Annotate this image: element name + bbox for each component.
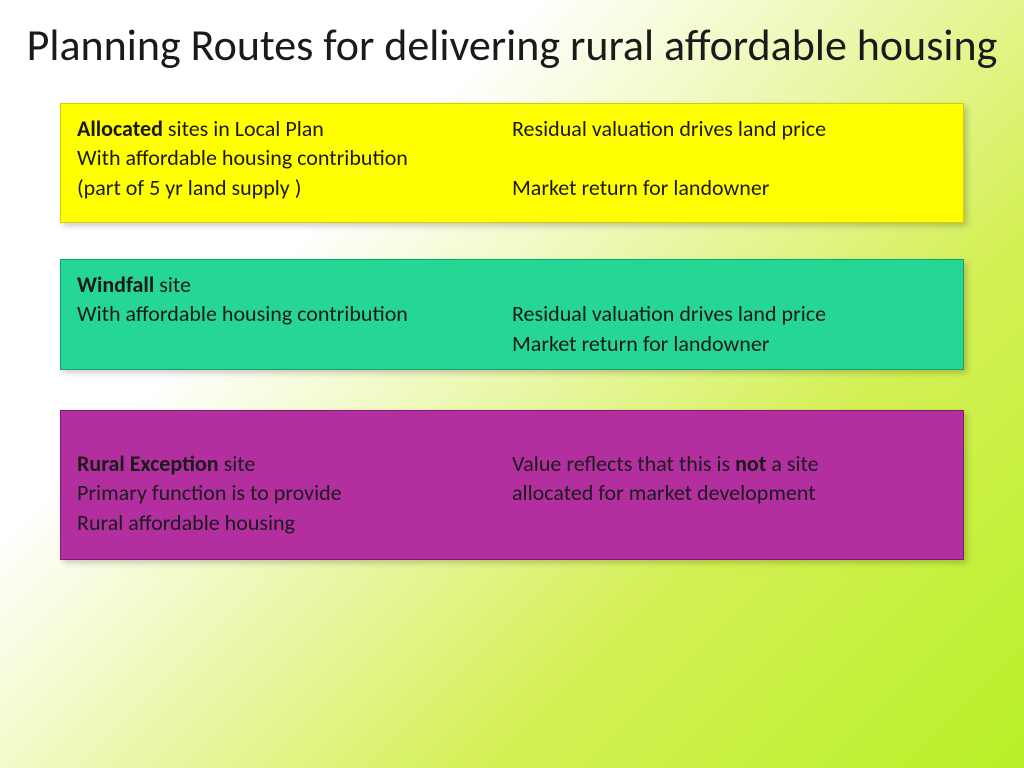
slide-title: Planning Routes for delivering rural aff…	[0, 0, 1024, 71]
windfall-line2: With affordable housing contribution	[77, 299, 512, 329]
windfall-box: Windfall site With affordable housing co…	[60, 259, 964, 370]
allocated-line3: (part of 5 yr land supply )	[77, 173, 512, 203]
allocated-left: Allocated sites in Local Plan With affor…	[77, 114, 512, 212]
exception-line3: Rural affordable housing	[77, 508, 512, 538]
exception-right: Value reflects that this is not a site a…	[512, 449, 947, 549]
windfall-right1: Residual valuation drives land price	[512, 299, 947, 329]
allocated-box: Allocated sites in Local Plan With affor…	[60, 103, 964, 223]
exception-right-pre: Value reflects that this is	[512, 450, 735, 477]
windfall-bold: Windfall	[77, 271, 154, 298]
windfall-right2: Market return for landowner	[512, 329, 947, 359]
exception-line1: Rural Exception site	[77, 449, 512, 479]
exception-right2: allocated for market development	[512, 478, 947, 508]
exception-right-post: a site	[766, 450, 818, 477]
exception-box: Rural Exception site Primary function is…	[60, 410, 964, 560]
exception-right-bold: not	[735, 450, 766, 477]
exception-rest1: site	[219, 450, 256, 477]
windfall-rest1: site	[154, 271, 191, 298]
allocated-bold: Allocated	[77, 115, 163, 142]
exception-left: Rural Exception site Primary function is…	[77, 449, 512, 549]
content-area: Allocated sites in Local Plan With affor…	[0, 103, 1024, 560]
windfall-right: Residual valuation drives land price Mar…	[512, 270, 947, 359]
exception-line2: Primary function is to provide	[77, 478, 512, 508]
allocated-line1: Allocated sites in Local Plan	[77, 114, 512, 144]
allocated-right-spacer	[512, 143, 947, 173]
allocated-rest1: sites in Local Plan	[163, 115, 324, 142]
allocated-line2: With affordable housing contribution	[77, 143, 512, 173]
windfall-right-spacer	[512, 270, 947, 300]
windfall-left: Windfall site With affordable housing co…	[77, 270, 512, 359]
allocated-right1: Residual valuation drives land price	[512, 114, 947, 144]
allocated-right: Residual valuation drives land price Mar…	[512, 114, 947, 212]
allocated-right2: Market return for landowner	[512, 173, 947, 203]
exception-bold: Rural Exception	[77, 450, 219, 477]
windfall-line1: Windfall site	[77, 270, 512, 300]
exception-right1: Value reflects that this is not a site	[512, 449, 947, 479]
